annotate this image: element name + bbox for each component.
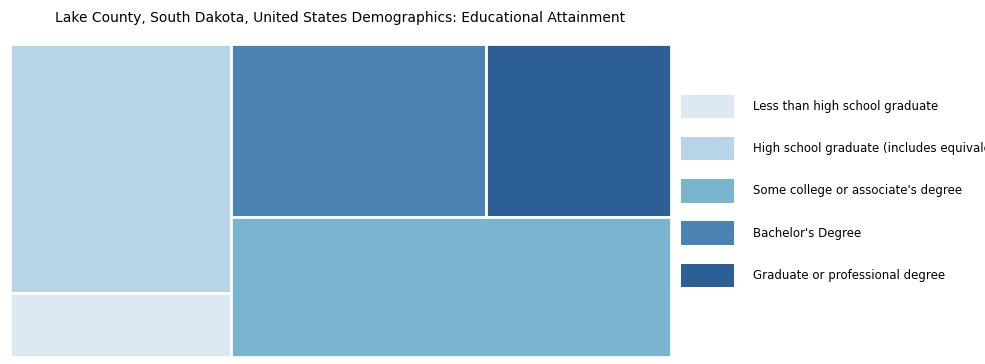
Bar [10, 293, 231, 357]
Bar [231, 44, 487, 217]
Text: Lake County, South Dakota, United States Demographics: Educational Attainment: Lake County, South Dakota, United States… [55, 11, 625, 25]
Bar [231, 217, 671, 357]
Text: Some college or associate's degree: Some college or associate's degree [754, 184, 962, 197]
Bar [681, 137, 734, 160]
Bar [487, 44, 671, 217]
Text: High school graduate (includes equivalency): High school graduate (includes equivalen… [754, 142, 985, 155]
Bar [681, 95, 734, 118]
Text: Bachelor's Degree: Bachelor's Degree [754, 226, 861, 240]
Text: Less than high school graduate: Less than high school graduate [754, 100, 939, 113]
Bar [10, 44, 231, 293]
Bar [681, 221, 734, 245]
Text: Graduate or professional degree: Graduate or professional degree [754, 269, 946, 282]
Bar [681, 264, 734, 287]
Bar [681, 179, 734, 202]
